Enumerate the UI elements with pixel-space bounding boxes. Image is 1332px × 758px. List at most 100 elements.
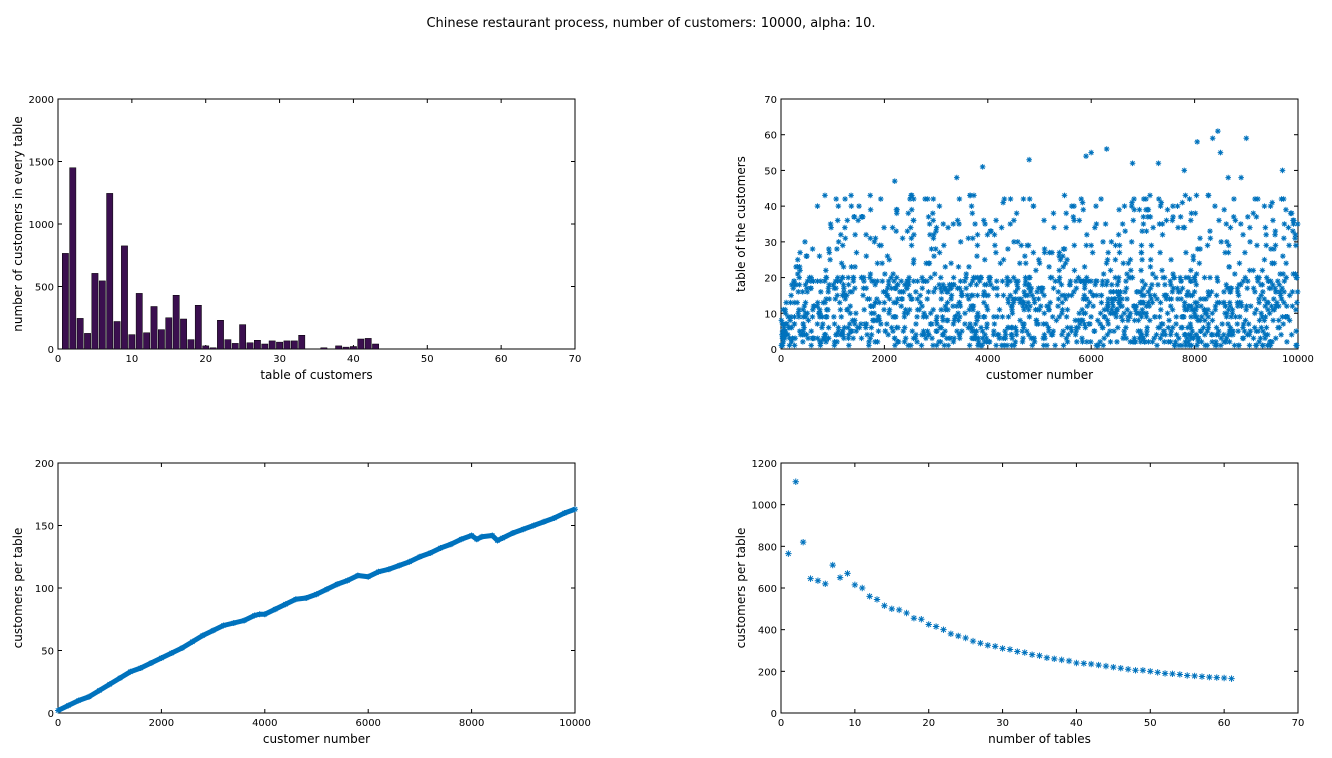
scatter-point xyxy=(836,299,843,306)
scatter-point xyxy=(930,217,937,224)
bar xyxy=(231,343,239,350)
scatter-point xyxy=(1286,242,1292,249)
scatter-point xyxy=(1183,249,1189,256)
scatter-point xyxy=(925,260,932,267)
scatter-point xyxy=(1198,339,1205,345)
scatter-point xyxy=(952,314,958,320)
scatter-point xyxy=(1254,242,1260,249)
scatter-point xyxy=(1021,289,1027,295)
scatter-point xyxy=(833,331,839,338)
bar xyxy=(246,342,254,350)
scatter-point xyxy=(938,296,945,302)
scatter-point xyxy=(848,192,854,199)
scatter-point xyxy=(944,299,951,306)
scatter-point xyxy=(932,285,939,292)
scatter-point xyxy=(1240,335,1247,342)
scatter-point xyxy=(1023,328,1030,334)
scatter-point xyxy=(1176,342,1182,349)
scatter-point xyxy=(1001,196,1008,202)
scatter-point xyxy=(1181,299,1188,306)
scatter-point xyxy=(1222,249,1228,256)
scatter-point xyxy=(782,306,789,313)
scatter-point xyxy=(958,289,965,295)
scatter-point xyxy=(860,285,867,292)
scatter-point xyxy=(791,321,798,327)
scatter-point xyxy=(1183,274,1189,281)
scatter-point xyxy=(1175,296,1181,302)
scatter-point xyxy=(1114,281,1121,288)
scatter-point xyxy=(1188,217,1194,224)
scatter-point xyxy=(1012,324,1019,331)
bar xyxy=(143,332,151,350)
scatter-point xyxy=(1173,321,1179,327)
scatter-point xyxy=(1269,339,1275,345)
bar xyxy=(202,345,210,350)
scatter-point xyxy=(1065,657,1073,665)
scatter-point xyxy=(850,335,856,342)
scatter-point xyxy=(942,264,949,270)
scatter-point xyxy=(1256,317,1263,324)
scatter-point xyxy=(1056,314,1063,320)
scatter-point xyxy=(895,606,903,614)
scatter-point xyxy=(1144,324,1150,331)
scatter-point xyxy=(1250,335,1257,342)
scatter-point xyxy=(799,289,806,295)
scatter-point xyxy=(808,342,815,349)
scatter-point xyxy=(1026,274,1032,281)
scatter-point xyxy=(1062,292,1068,299)
scatter-point xyxy=(998,224,1005,231)
scatter-point xyxy=(1115,324,1121,331)
scatter-point xyxy=(1156,314,1163,320)
scatter-point xyxy=(1129,199,1135,206)
scatter-point xyxy=(930,289,937,295)
scatter-point xyxy=(1123,324,1129,331)
scatter-point xyxy=(1128,239,1135,245)
scatter-point xyxy=(861,278,867,284)
scatter-point xyxy=(1009,335,1015,342)
scatter-point xyxy=(1064,339,1071,345)
scatter-point xyxy=(1280,321,1287,327)
scatter-point xyxy=(779,342,785,349)
scatter-point xyxy=(898,278,905,284)
scatter-point xyxy=(1062,260,1069,267)
scatter-point xyxy=(923,335,929,342)
scatter-point xyxy=(975,310,981,317)
scatter-point xyxy=(1136,335,1143,342)
scatter-point xyxy=(1277,292,1284,299)
series-point xyxy=(478,533,485,540)
scatter-point xyxy=(1062,296,1069,302)
scatter-point xyxy=(1161,274,1168,281)
scatter-point xyxy=(1125,317,1131,324)
scatter-point xyxy=(1150,224,1156,231)
scatter-point xyxy=(909,296,915,302)
scatter-point xyxy=(1022,274,1029,281)
bar xyxy=(320,347,328,350)
y-tick-label: 500 xyxy=(35,283,54,294)
scatter-point xyxy=(904,285,910,292)
scatter-point xyxy=(1151,314,1158,320)
x-tick-label: 60 xyxy=(495,354,508,365)
scatter-point xyxy=(1188,342,1195,349)
scatter-point xyxy=(816,253,823,259)
scatter-point xyxy=(858,321,864,327)
scatter-point xyxy=(1081,264,1088,270)
scatter-point xyxy=(1084,339,1090,345)
scatter-point xyxy=(859,584,866,592)
scatter-point xyxy=(1081,281,1088,288)
scatter-point xyxy=(1159,231,1166,238)
scatter-point xyxy=(1000,292,1007,299)
series-point xyxy=(572,506,578,513)
scatter-point xyxy=(1294,274,1300,281)
scatter-point xyxy=(809,314,816,320)
scatter-point xyxy=(838,314,845,320)
scatter-point xyxy=(1272,285,1278,292)
scatter-point xyxy=(1215,328,1222,334)
scatter-point xyxy=(831,339,838,345)
scatter-point xyxy=(1256,296,1262,302)
scatter-point xyxy=(1020,335,1026,342)
scatter-point xyxy=(987,274,993,281)
scatter-point xyxy=(1000,199,1006,206)
scatter-point xyxy=(804,278,811,284)
scatter-point xyxy=(1260,289,1266,295)
scatter-point xyxy=(1167,339,1174,345)
